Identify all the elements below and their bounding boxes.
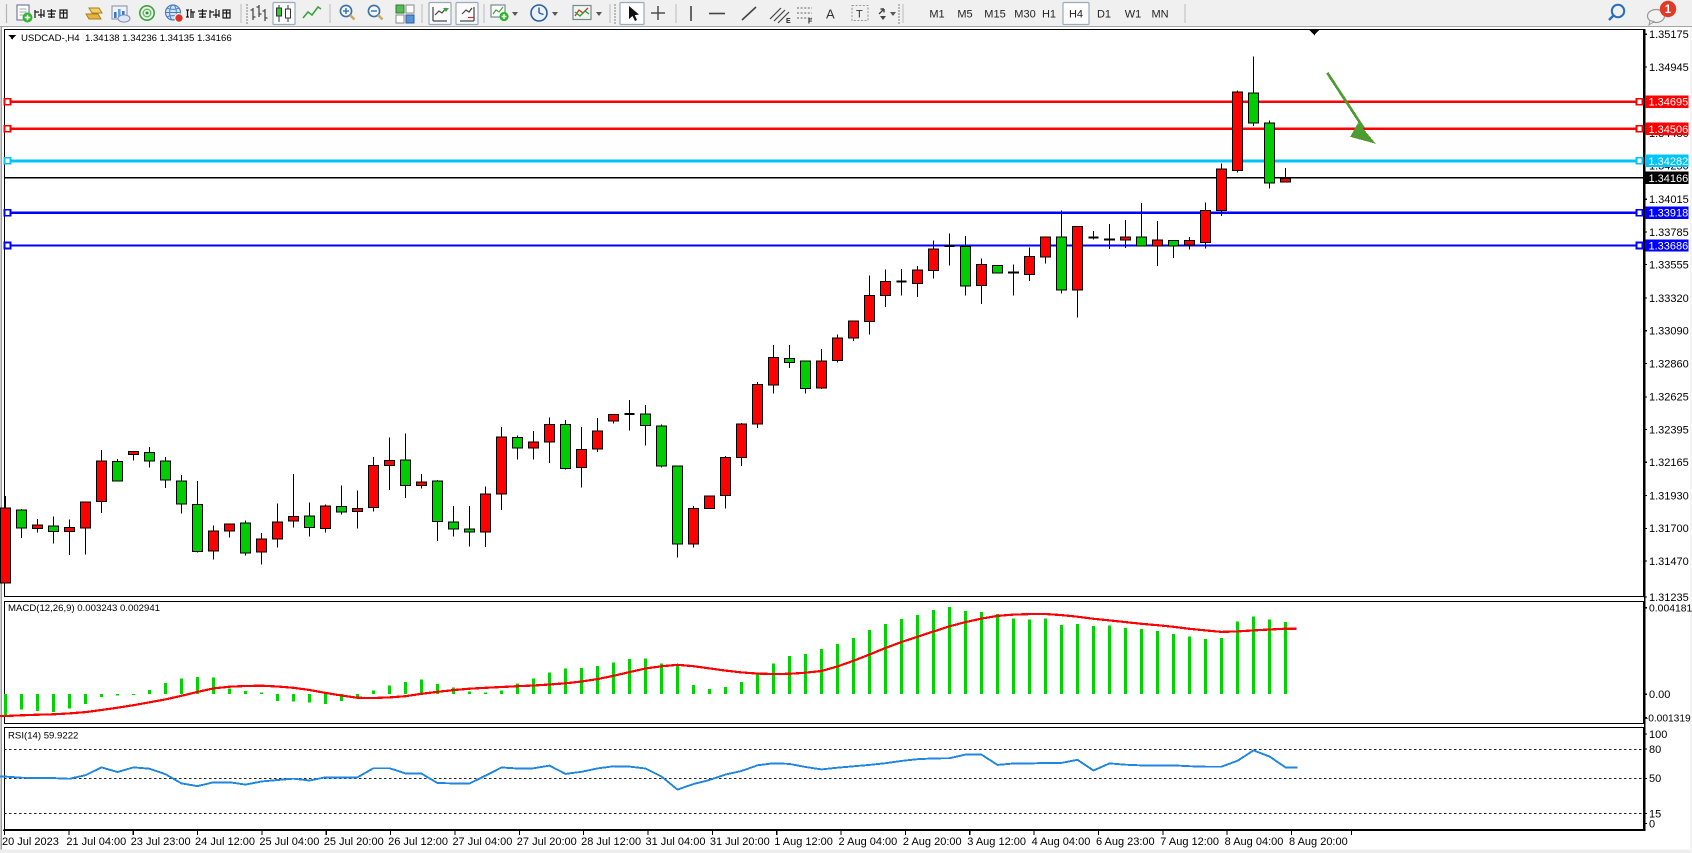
svg-text:1.33090: 1.33090 <box>1649 326 1689 338</box>
svg-text:1.34166: 1.34166 <box>1649 173 1689 185</box>
svg-text:7 Aug 12:00: 7 Aug 12:00 <box>1160 836 1219 848</box>
svg-text:1.31700: 1.31700 <box>1649 523 1689 535</box>
svg-text:1.34945: 1.34945 <box>1649 62 1689 74</box>
svg-text:21 Jul 04:00: 21 Jul 04:00 <box>66 836 126 848</box>
svg-text:31 Jul 20:00: 31 Jul 20:00 <box>710 836 770 848</box>
svg-text:50: 50 <box>1649 773 1661 785</box>
svg-text:A: A <box>826 7 835 22</box>
svg-text:26 Jul 12:00: 26 Jul 12:00 <box>388 836 448 848</box>
svg-text:1.33785: 1.33785 <box>1649 227 1689 239</box>
svg-text:F: F <box>808 19 813 26</box>
svg-text:M5: M5 <box>957 9 972 21</box>
svg-text:25 Jul 04:00: 25 Jul 04:00 <box>259 836 319 848</box>
svg-text:3 Aug 12:00: 3 Aug 12:00 <box>967 836 1026 848</box>
svg-text:0.00: 0.00 <box>1649 689 1670 701</box>
svg-text:E: E <box>786 18 791 25</box>
svg-text:M15: M15 <box>984 9 1005 21</box>
svg-text:31 Jul 04:00: 31 Jul 04:00 <box>646 836 706 848</box>
svg-text:MACD(12,26,9) 0.003243 0.00294: MACD(12,26,9) 0.003243 0.002941 <box>8 603 160 614</box>
svg-text:1.32165: 1.32165 <box>1649 457 1689 469</box>
svg-text:1.34015: 1.34015 <box>1649 194 1689 206</box>
svg-text:1.34282: 1.34282 <box>1649 156 1689 168</box>
svg-text:100: 100 <box>1649 729 1667 741</box>
svg-text:1.33320: 1.33320 <box>1649 293 1689 305</box>
svg-text:1.31930: 1.31930 <box>1649 491 1689 503</box>
svg-text:2 Aug 04:00: 2 Aug 04:00 <box>839 836 898 848</box>
svg-text:8 Aug 04:00: 8 Aug 04:00 <box>1225 836 1284 848</box>
svg-text:27 Jul 20:00: 27 Jul 20:00 <box>517 836 577 848</box>
svg-text:0: 0 <box>1649 818 1655 830</box>
svg-text:1.35175: 1.35175 <box>1649 29 1689 41</box>
svg-text:1.32395: 1.32395 <box>1649 424 1689 436</box>
svg-text:1.34506: 1.34506 <box>1649 124 1689 136</box>
svg-text:28 Jul 12:00: 28 Jul 12:00 <box>581 836 641 848</box>
svg-text:6 Aug 23:00: 6 Aug 23:00 <box>1096 836 1155 848</box>
svg-text:4 Aug 04:00: 4 Aug 04:00 <box>1032 836 1091 848</box>
svg-text:M1: M1 <box>929 9 944 21</box>
svg-text:8 Aug 20:00: 8 Aug 20:00 <box>1289 836 1348 848</box>
svg-text:1.31235: 1.31235 <box>1649 592 1689 604</box>
svg-text:MN: MN <box>1151 9 1168 21</box>
svg-text:-0.001319: -0.001319 <box>1645 713 1691 724</box>
svg-text:23 Jul 23:00: 23 Jul 23:00 <box>131 836 191 848</box>
svg-text:1.34695: 1.34695 <box>1649 97 1689 109</box>
svg-text:20 Jul 2023: 20 Jul 2023 <box>2 836 59 848</box>
svg-text:1.31470: 1.31470 <box>1649 556 1689 568</box>
svg-text:27 Jul 04:00: 27 Jul 04:00 <box>452 836 512 848</box>
svg-text:24 Jul 12:00: 24 Jul 12:00 <box>195 836 255 848</box>
svg-text:USDCAD-,H4 1.34138 1.34236 1.: USDCAD-,H4 1.34138 1.34236 1.34135 1.341… <box>21 33 232 44</box>
svg-text:80: 80 <box>1649 744 1661 756</box>
svg-text:H1: H1 <box>1042 9 1056 21</box>
svg-text:RSI(14) 59.9222: RSI(14) 59.9222 <box>8 731 78 742</box>
svg-text:1.32625: 1.32625 <box>1649 392 1689 404</box>
svg-text:1.32860: 1.32860 <box>1649 358 1689 370</box>
svg-text:1: 1 <box>1665 4 1672 16</box>
svg-text:H4: H4 <box>1069 9 1083 21</box>
svg-text:15: 15 <box>1649 808 1661 820</box>
svg-text:1.33918: 1.33918 <box>1649 208 1689 220</box>
svg-text:M30: M30 <box>1014 9 1035 21</box>
svg-text:T: T <box>856 9 863 21</box>
svg-text:W1: W1 <box>1125 9 1142 21</box>
svg-text:2 Aug 20:00: 2 Aug 20:00 <box>903 836 962 848</box>
svg-text:1 Aug 12:00: 1 Aug 12:00 <box>774 836 833 848</box>
svg-text:1.33555: 1.33555 <box>1649 260 1689 272</box>
svg-text:1.33686: 1.33686 <box>1649 241 1689 253</box>
svg-text:0.004181: 0.004181 <box>1649 604 1692 615</box>
svg-text:D1: D1 <box>1097 9 1111 21</box>
svg-text:25 Jul 20:00: 25 Jul 20:00 <box>324 836 384 848</box>
